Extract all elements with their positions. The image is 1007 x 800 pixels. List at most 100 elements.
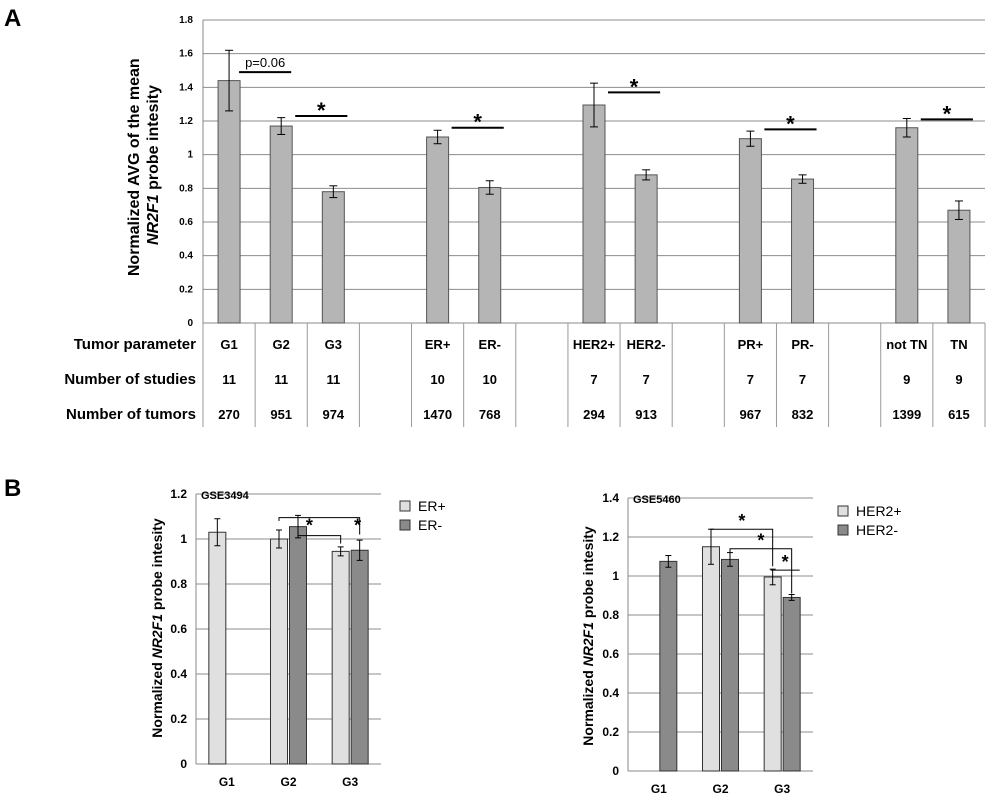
category-label: G3 bbox=[325, 337, 342, 352]
study-count: 10 bbox=[430, 372, 444, 387]
study-count: 11 bbox=[326, 372, 340, 387]
y-tick-label: 1.8 bbox=[179, 15, 193, 26]
panel-a-y-axis-label: Normalized AVG of the mean NR2F1 probe i… bbox=[126, 54, 162, 276]
x-tick-label: G1 bbox=[219, 775, 235, 789]
y-tick-label: 1.4 bbox=[602, 491, 619, 505]
legend-swatch-HER2- bbox=[837, 524, 849, 536]
significance-star: * bbox=[943, 101, 952, 126]
bar-G2 bbox=[269, 125, 293, 324]
bar-HER2--G2 bbox=[721, 558, 739, 772]
category-label: ER+ bbox=[425, 337, 451, 352]
bar-ER+-G3 bbox=[331, 550, 350, 765]
study-count: 7 bbox=[643, 372, 650, 387]
bar-G3 bbox=[321, 191, 345, 324]
bar-TN bbox=[947, 209, 971, 324]
significance-star: * bbox=[306, 516, 313, 536]
bar-ER+-G2 bbox=[270, 538, 288, 765]
y-tick-label: 0.4 bbox=[179, 251, 193, 262]
tumor-count: 294 bbox=[583, 407, 605, 422]
bar-PR- bbox=[791, 178, 815, 324]
significance-star: * bbox=[782, 552, 789, 572]
study-count: 11 bbox=[222, 372, 236, 387]
study-count: 9 bbox=[903, 372, 910, 387]
x-tick-label: G2 bbox=[280, 775, 296, 789]
significance-star: * bbox=[473, 110, 482, 135]
panel-a-data-table: Tumor parameter Number of studies Number… bbox=[64, 323, 986, 427]
study-count: 7 bbox=[747, 372, 754, 387]
category-label: PR+ bbox=[738, 337, 764, 352]
row-label-number-of-tumors: Number of tumors bbox=[66, 406, 196, 423]
legend-swatch-ER- bbox=[399, 519, 411, 531]
bar-not TN bbox=[895, 127, 919, 324]
bar-ER+ bbox=[426, 136, 450, 324]
legend-label-ER-: ER- bbox=[418, 517, 442, 533]
category-label: HER2- bbox=[627, 337, 666, 352]
panel-a-plot: 0 0.2 0.4 0.6 0.8 1 1.2 1.4 1.6 1.8 p=0.06 * * * * * bbox=[179, 15, 985, 329]
bar-ER+-G1 bbox=[208, 531, 227, 765]
y-tick-label: 0.2 bbox=[179, 284, 193, 295]
significance-bracket bbox=[278, 517, 361, 535]
y-tick-label: 0 bbox=[180, 757, 187, 771]
y-tick-label: 0.4 bbox=[170, 667, 187, 681]
panel-b2-plot: 0 0.2 0.4 0.6 0.8 1 1.2 1.4 GSE5460 G1 G2 G3 HER2+ HE… bbox=[602, 491, 901, 796]
chart-title: GSE3494 bbox=[201, 490, 250, 502]
category-label: PR- bbox=[791, 337, 813, 352]
y-tick-label: 0 bbox=[612, 764, 619, 778]
y-tick-label: 0.6 bbox=[170, 622, 187, 636]
legend-label-ER+: ER+ bbox=[418, 498, 446, 514]
bar-ER--G2 bbox=[289, 526, 307, 765]
tumor-count: 1470 bbox=[423, 407, 452, 422]
bar-HER2- bbox=[634, 174, 658, 324]
y-tick-label: 1 bbox=[180, 532, 187, 546]
y-tick-label: 1.2 bbox=[179, 116, 193, 127]
bar-PR+ bbox=[738, 138, 762, 324]
category-label: TN bbox=[950, 337, 967, 352]
significance-bracket bbox=[729, 548, 793, 594]
significance-star: * bbox=[630, 74, 639, 99]
p-value-label: p=0.06 bbox=[245, 55, 285, 70]
y-tick-label: 0.6 bbox=[179, 217, 193, 228]
x-tick-label: G3 bbox=[342, 775, 358, 789]
bar-ER--G3 bbox=[350, 549, 369, 765]
y-tick-label: 1.2 bbox=[602, 530, 619, 544]
tumor-count: 974 bbox=[322, 407, 344, 422]
row-label-tumor-parameter: Tumor parameter bbox=[74, 336, 196, 353]
significance-star: * bbox=[738, 511, 745, 531]
tumor-count: 768 bbox=[479, 407, 501, 422]
tumor-count: 967 bbox=[740, 407, 762, 422]
bar-HER2+ bbox=[582, 104, 606, 324]
y-tick-label: 0.2 bbox=[602, 725, 619, 739]
category-label: G1 bbox=[220, 337, 237, 352]
tumor-count: 270 bbox=[218, 407, 240, 422]
chart-title: GSE5460 bbox=[633, 494, 681, 506]
significance-star: * bbox=[786, 111, 795, 136]
category-label: HER2+ bbox=[573, 337, 616, 352]
study-count: 7 bbox=[799, 372, 806, 387]
tumor-count: 951 bbox=[270, 407, 292, 422]
category-label: ER- bbox=[479, 337, 501, 352]
tumor-count: 1399 bbox=[892, 407, 921, 422]
y-tick-label: 1 bbox=[612, 569, 619, 583]
bar-G1 bbox=[217, 80, 241, 324]
study-count: 9 bbox=[955, 372, 962, 387]
significance-star: * bbox=[757, 531, 764, 551]
legend-label-HER2+: HER2+ bbox=[856, 503, 902, 519]
y-tick-label: 0.8 bbox=[602, 608, 619, 622]
y-tick-label: 1.2 bbox=[170, 487, 187, 501]
panel-b-letter: B bbox=[4, 475, 21, 502]
y-tick-label: 0.6 bbox=[602, 647, 619, 661]
bar-HER2+-G3 bbox=[763, 576, 782, 772]
bar-HER2--G1 bbox=[659, 560, 678, 772]
y-tick-label: 1.6 bbox=[179, 49, 193, 60]
study-count: 7 bbox=[590, 372, 597, 387]
significance-star: * bbox=[317, 98, 326, 123]
y-tick-label: 0.4 bbox=[602, 686, 619, 700]
significance-bracket bbox=[710, 528, 774, 567]
tumor-count: 832 bbox=[792, 407, 814, 422]
significance-star: * bbox=[354, 516, 361, 536]
study-count: 10 bbox=[482, 372, 496, 387]
y-tick-label: 0.8 bbox=[170, 577, 187, 591]
legend-swatch-ER+ bbox=[399, 500, 411, 512]
bar-ER- bbox=[478, 186, 502, 324]
